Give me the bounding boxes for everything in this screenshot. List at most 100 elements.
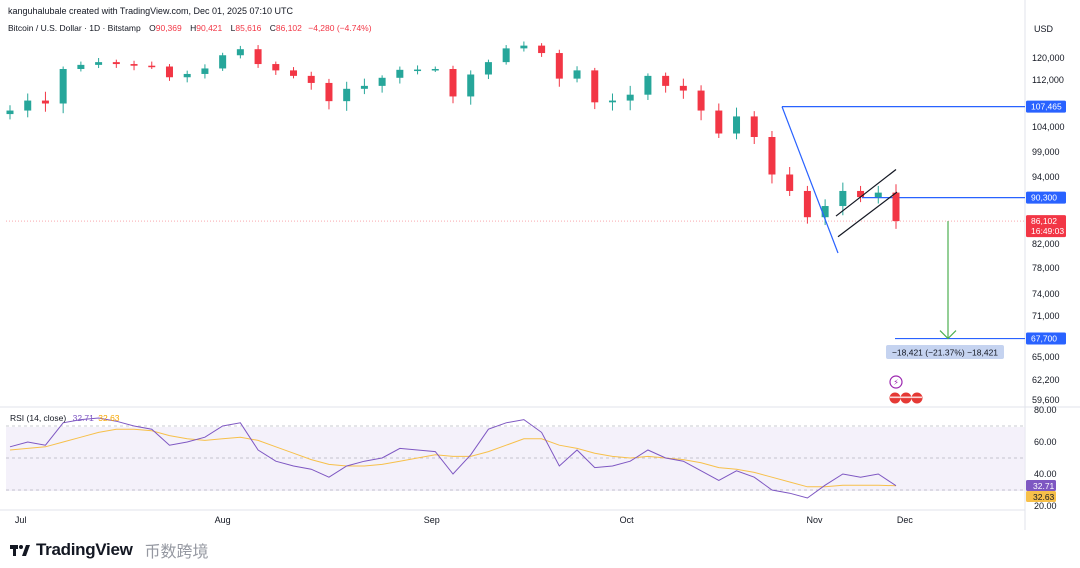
time-tick-label: Dec bbox=[897, 515, 914, 525]
candle-body bbox=[201, 68, 209, 74]
measurement-label: −18,421 (−21.37%) −18,421 bbox=[892, 348, 998, 358]
candle-body bbox=[41, 100, 49, 104]
price-badge bbox=[1026, 100, 1066, 113]
event-icons[interactable]: ⚡ bbox=[889, 375, 923, 404]
price-tick-label: 74,000 bbox=[1032, 289, 1060, 299]
candle-body bbox=[874, 192, 882, 198]
rsi-label[interactable]: RSI (14, close) bbox=[10, 413, 67, 423]
rsi-tick-label: 40.00 bbox=[1034, 469, 1057, 479]
price-level-lines bbox=[6, 106, 1025, 340]
low-label: L bbox=[230, 23, 236, 33]
tradingview-watermark[interactable]: TradingView 币数跨境 bbox=[10, 538, 209, 562]
event-icon-glyph: ⚡ bbox=[893, 378, 899, 387]
price-tick-label: 65,000 bbox=[1032, 352, 1060, 362]
rsi-ma-badge-label: 32.63 bbox=[1033, 492, 1055, 502]
candle-body bbox=[555, 53, 563, 79]
candle-body bbox=[414, 69, 422, 72]
candle-body bbox=[236, 49, 244, 56]
price-badge-label: 90,300 bbox=[1031, 193, 1057, 203]
rsi-tick-label: 60.00 bbox=[1034, 437, 1057, 447]
candle-body bbox=[821, 206, 829, 218]
overlay-watermark: 币数跨境 bbox=[144, 544, 209, 561]
candle-body bbox=[484, 62, 492, 75]
candle-body bbox=[95, 62, 103, 65]
candle-body bbox=[591, 70, 599, 103]
time-tick-label: Jul bbox=[15, 515, 27, 525]
price-tick-label: 62,200 bbox=[1032, 375, 1060, 385]
price-badge bbox=[1026, 332, 1066, 345]
symbol-name[interactable]: Bitcoin / U.S. Dollar · 1D · Bitstamp bbox=[8, 23, 141, 33]
price-badge bbox=[1026, 191, 1066, 204]
close-value: 86,102 bbox=[275, 23, 302, 33]
candle-body bbox=[573, 70, 581, 79]
flag-icon-stripe bbox=[890, 396, 922, 399]
event-icon[interactable] bbox=[889, 375, 903, 389]
candle-body bbox=[24, 100, 32, 111]
candle-body bbox=[502, 48, 510, 63]
candle-body bbox=[644, 75, 652, 95]
candle-body bbox=[679, 85, 687, 91]
price-tick-label: 104,000 bbox=[1032, 122, 1065, 132]
candle-body bbox=[183, 73, 191, 78]
candle-body bbox=[130, 64, 138, 66]
candle-body bbox=[857, 190, 865, 198]
candle-body bbox=[219, 55, 227, 69]
ohlc-legend: Bitcoin / U.S. Dollar · 1D · Bitstamp O9… bbox=[8, 23, 372, 33]
candle-body bbox=[59, 69, 67, 104]
candle-body bbox=[733, 116, 741, 134]
price-badge-label: 107,465 bbox=[1031, 102, 1062, 112]
rsi-value-badge bbox=[1026, 480, 1056, 491]
rsi-ma-value: 32.63 bbox=[98, 413, 120, 423]
flagpole-line bbox=[781, 106, 839, 254]
rsi-axis-ticks: 80.00 60.00 40.00 20.00 bbox=[1034, 405, 1057, 511]
candle-body bbox=[839, 190, 847, 207]
currency-label: USD bbox=[1034, 24, 1054, 34]
time-axis-ticks: Jul Aug Sep Oct Nov Dec bbox=[15, 515, 913, 525]
candlestick-series bbox=[6, 41, 900, 229]
candle-body bbox=[608, 100, 616, 103]
candle-body bbox=[360, 85, 368, 89]
target-arrow-head bbox=[939, 330, 957, 340]
rsi-band bbox=[6, 427, 1025, 491]
price-tick-label: 120,000 bbox=[1032, 53, 1065, 63]
close-label: C bbox=[269, 23, 276, 33]
candle-body bbox=[77, 64, 85, 69]
candle-body bbox=[520, 45, 528, 49]
price-tick-label: 99,000 bbox=[1032, 147, 1060, 157]
low-value: 85,616 bbox=[235, 23, 262, 33]
price-badge-label: 67,700 bbox=[1031, 334, 1057, 344]
candle-body bbox=[6, 110, 14, 115]
rsi-tick-label: 80.00 bbox=[1034, 405, 1057, 415]
price-tick-label: 59,600 bbox=[1032, 395, 1060, 405]
rsi-value-badge-label: 32.71 bbox=[1033, 481, 1055, 491]
last-price-badge bbox=[1026, 215, 1066, 238]
candle-body bbox=[697, 90, 705, 111]
candle-body bbox=[626, 94, 634, 101]
price-axis-ticks: 120,000 112,000 104,000 99,000 94,000 82,000 7… bbox=[1032, 53, 1065, 405]
price-tick-label: 71,000 bbox=[1032, 311, 1060, 321]
tradingview-brand: TradingView bbox=[36, 540, 133, 559]
candle-body bbox=[892, 192, 900, 222]
candle-body bbox=[750, 116, 758, 137]
candle-body bbox=[290, 70, 298, 76]
candle-body bbox=[148, 65, 156, 68]
rsi-value: 32.71 bbox=[72, 413, 94, 423]
candle-body bbox=[165, 66, 173, 78]
high-label: H bbox=[190, 23, 197, 33]
high-value: 90,421 bbox=[196, 23, 223, 33]
candle-body bbox=[538, 45, 546, 54]
candle-body bbox=[803, 190, 811, 218]
candle-body bbox=[307, 75, 315, 83]
candle-body bbox=[254, 49, 262, 65]
change-value: −4,280 (−4.74%) bbox=[308, 23, 372, 33]
candle-body bbox=[768, 137, 776, 175]
rsi-legend: RSI (14, close) 32.71 32.63 bbox=[10, 413, 120, 423]
candle-body bbox=[467, 74, 475, 97]
chart-creator-line: kanguhalubale created with TradingView.c… bbox=[8, 6, 294, 16]
rsi-band-lines bbox=[6, 425, 1025, 491]
channel-upper-line bbox=[835, 169, 897, 217]
candle-body bbox=[112, 62, 120, 65]
